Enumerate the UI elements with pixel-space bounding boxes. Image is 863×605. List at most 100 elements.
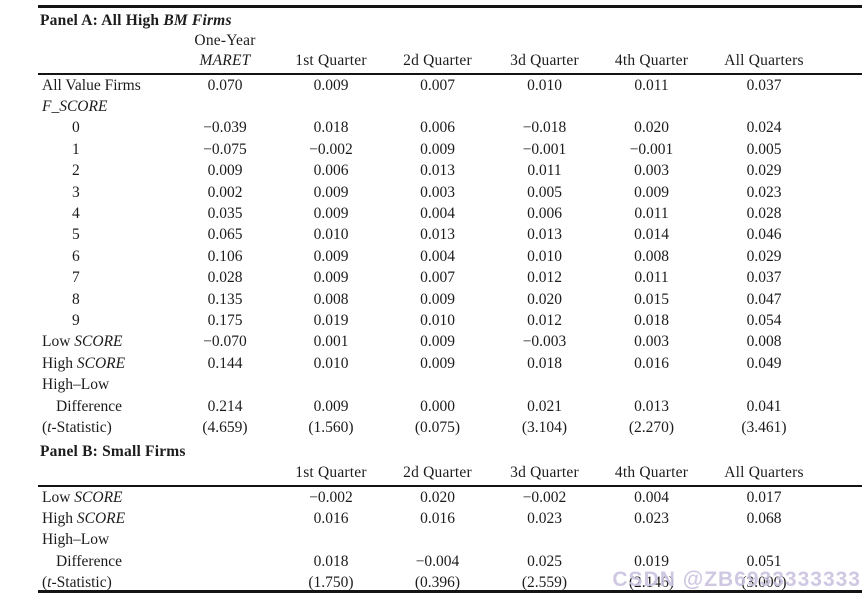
- value-cell: 0.009: [313, 397, 349, 415]
- value-cell: 0.009: [207, 162, 243, 180]
- spacer-cell: [823, 268, 862, 289]
- value-cell: 0.011: [634, 205, 669, 223]
- header-quarter-2: 2d Quarter: [384, 50, 491, 75]
- spacer-cell: [823, 203, 862, 224]
- row-label: High–Low: [42, 376, 110, 394]
- value-cell: 0.009: [420, 140, 455, 158]
- table-row: 4 0.035 0.009 0.004 0.006 0.011 0.028: [38, 203, 862, 224]
- value-cell: 0.014: [634, 226, 669, 244]
- value-cell: [491, 96, 598, 117]
- value-cell: 0.037: [746, 269, 782, 287]
- value-cell: 0.065: [207, 226, 243, 244]
- spacer-cell: [823, 139, 862, 160]
- value-cell: 0.013: [420, 162, 455, 180]
- value-cell: 0.019: [634, 552, 669, 570]
- spacer-cell: [823, 353, 862, 374]
- table-row: 3 0.002 0.009 0.003 0.005 0.009 0.023: [38, 182, 862, 203]
- value-cell: (1.750): [308, 574, 354, 592]
- value-cell: 0.054: [746, 311, 782, 329]
- table-row: Difference 0.214 0.009 0.000 0.021 0.013 0.041: [38, 396, 862, 417]
- header-one-year: One-Year: [194, 32, 256, 49]
- value-cell: 0.010: [527, 247, 562, 265]
- spacer-cell: [823, 96, 862, 117]
- value-cell: [384, 530, 491, 551]
- header-quarter-3: 3d Quarter: [491, 462, 598, 487]
- value-cell: 0.175: [207, 311, 243, 329]
- spacer-cell: [823, 417, 862, 438]
- value-cell: −0.002: [309, 488, 353, 506]
- panel-a-table: One-Year MARET 1st Quarter 2d Quarter 3d…: [38, 30, 862, 439]
- table-row: All Value Firms 0.070 0.009 0.007 0.010 0.011…: [38, 74, 862, 96]
- value-cell: −0.002: [522, 488, 567, 506]
- value-cell: [172, 551, 278, 572]
- value-cell: [705, 530, 823, 551]
- value-cell: (2.270): [628, 418, 675, 436]
- value-cell: 0.049: [746, 354, 782, 372]
- value-cell: 0.001: [313, 333, 349, 351]
- value-cell: 0.009: [420, 290, 455, 308]
- bottom-horizontal-rule: [38, 590, 862, 593]
- value-cell: 0.018: [313, 552, 349, 570]
- value-cell: 0.003: [634, 333, 669, 351]
- table-row: High SCORE 0.144 0.010 0.009 0.018 0.016 0.049: [38, 353, 862, 374]
- header-quarter-2: 2d Quarter: [384, 462, 491, 487]
- table-row: High SCORE 0.016 0.016 0.023 0.023 0.068: [38, 508, 862, 529]
- value-cell: 0.010: [527, 76, 562, 94]
- value-cell: 0.020: [420, 488, 455, 506]
- table-row: Low SCORE −0.002 0.020 −0.002 0.004 0.017: [38, 486, 862, 508]
- value-cell: 0.008: [313, 290, 349, 308]
- value-cell: 0.016: [420, 510, 455, 528]
- table-row: Difference 0.018 −0.004 0.025 0.019 0.051: [38, 551, 862, 572]
- value-cell: 0.029: [746, 247, 782, 265]
- spacer-cell: [823, 530, 862, 551]
- spacer-cell: [823, 396, 862, 417]
- value-cell: [278, 96, 384, 117]
- value-cell: 0.009: [313, 247, 349, 265]
- value-cell: 0.004: [420, 205, 455, 223]
- row-label: (t-Statistic): [42, 418, 112, 436]
- panel-a-body: All Value Firms 0.070 0.009 0.007 0.010 0.011…: [38, 74, 862, 439]
- value-cell: −0.003: [522, 333, 567, 351]
- table-row: 8 0.135 0.008 0.009 0.020 0.015 0.047: [38, 289, 862, 310]
- spacer-cell: [823, 374, 862, 395]
- table-row: 2 0.009 0.006 0.013 0.011 0.003 0.029: [38, 161, 862, 182]
- value-cell: [384, 96, 491, 117]
- value-cell: 0.015: [634, 290, 669, 308]
- value-cell: 0.041: [746, 397, 782, 415]
- table-row: (t-Statistic) (4.659) (1.560) (0.075) (3.104…: [38, 417, 862, 438]
- top-horizontal-rule: [38, 5, 862, 8]
- value-cell: 0.000: [420, 397, 455, 415]
- header-empty-cell: [38, 50, 172, 75]
- spacer-cell: [823, 551, 862, 572]
- table-row: 1 −0.075 −0.002 0.009 −0.001 −0.001 0.005: [38, 139, 862, 160]
- row-label: High SCORE: [42, 354, 126, 372]
- value-cell: 0.144: [207, 354, 243, 372]
- value-cell: 0.003: [634, 162, 669, 180]
- value-cell: 0.012: [527, 269, 562, 287]
- row-label: High SCORE: [42, 510, 126, 528]
- value-cell: 0.007: [420, 269, 455, 287]
- value-cell: −0.001: [629, 140, 674, 158]
- value-cell: 0.047: [746, 290, 782, 308]
- header-empty-cell: [172, 462, 278, 487]
- value-cell: 0.016: [313, 510, 349, 528]
- table-row: 6 0.106 0.009 0.004 0.010 0.008 0.029: [38, 246, 862, 267]
- value-cell: 0.019: [313, 311, 349, 329]
- value-cell: [598, 374, 705, 395]
- value-cell: [598, 530, 705, 551]
- row-label: (t-Statistic): [42, 574, 112, 592]
- header-all-quarters: All Quarters: [705, 462, 823, 487]
- value-cell: 0.009: [634, 183, 669, 201]
- value-cell: −0.075: [203, 140, 247, 158]
- value-cell: 0.214: [207, 397, 243, 415]
- row-label: 8: [72, 290, 80, 308]
- panel-a-header-row-1: One-Year: [38, 30, 862, 50]
- value-cell: 0.007: [420, 76, 455, 94]
- value-cell: 0.020: [527, 290, 562, 308]
- value-cell: [491, 530, 598, 551]
- value-cell: 0.018: [313, 119, 349, 137]
- value-cell: −0.002: [309, 140, 353, 158]
- header-maret: MARET: [172, 50, 278, 75]
- value-cell: 0.016: [634, 354, 669, 372]
- header-quarter-4: 4th Quarter: [598, 50, 705, 75]
